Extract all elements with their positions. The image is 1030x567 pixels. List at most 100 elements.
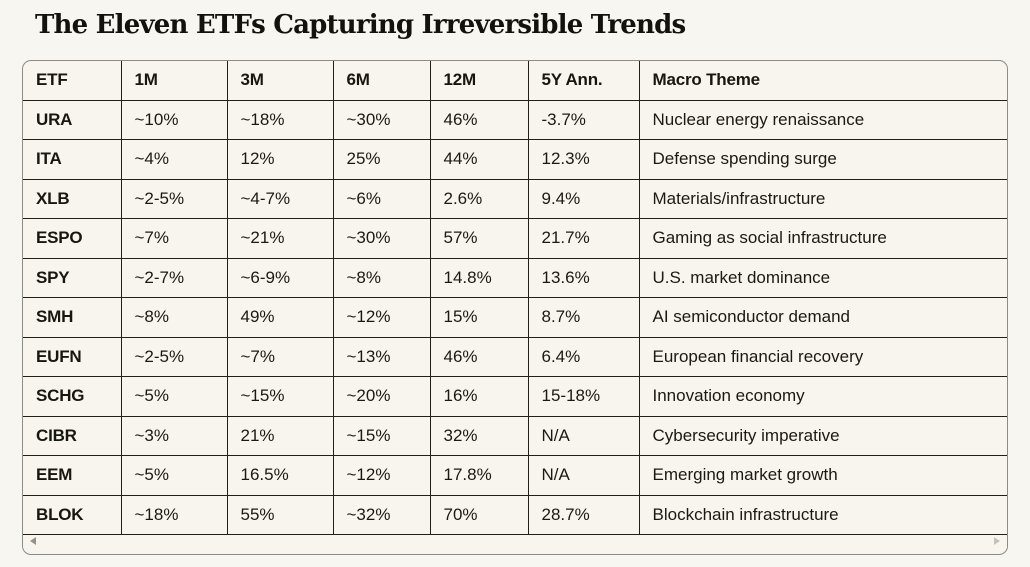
macro-theme-cell: Defense spending surge	[639, 139, 1007, 180]
ticker-cell: BLOK	[23, 495, 122, 535]
return-12m-cell: 57%	[430, 218, 529, 259]
macro-theme-cell: Innovation economy	[639, 376, 1007, 417]
return-1m-cell: ~5%	[121, 455, 228, 496]
return-5y-cell: 9.4%	[528, 179, 640, 219]
return-1m-cell: ~10%	[121, 100, 228, 140]
table-row: SCHG ~5% ~15% ~20% 16% 15-18% Innovation…	[23, 376, 1007, 417]
table-row: SPY ~2-7% ~6-9% ~8% 14.8% 13.6% U.S. mar…	[23, 258, 1007, 298]
macro-theme-cell: Gaming as social infrastructure	[639, 218, 1007, 259]
column-header-etf: ETF	[23, 61, 122, 101]
ticker-cell: SCHG	[23, 376, 122, 417]
return-6m-cell: ~8%	[333, 258, 431, 298]
return-3m-cell: 12%	[227, 139, 334, 180]
horizontal-scrollbar[interactable]	[23, 535, 1007, 548]
table-row: EEM ~5% 16.5% ~12% 17.8% N/A Emerging ma…	[23, 455, 1007, 496]
return-12m-cell: 32%	[430, 416, 529, 456]
return-5y-cell: 13.6%	[528, 258, 640, 298]
table-row: CIBR ~3% 21% ~15% 32% N/A Cybersecurity …	[23, 416, 1007, 456]
return-12m-cell: 44%	[430, 139, 529, 180]
return-6m-cell: ~30%	[333, 100, 431, 140]
table-header: ETF 1M 3M 6M 12M 5Y Ann. Macro Theme	[23, 61, 1007, 101]
return-12m-cell: 16%	[430, 376, 529, 417]
return-1m-cell: ~2-5%	[121, 179, 228, 219]
return-6m-cell: ~12%	[333, 297, 431, 338]
return-6m-cell: ~20%	[333, 376, 431, 417]
ticker-cell: SPY	[23, 258, 122, 298]
return-3m-cell: 55%	[227, 495, 334, 535]
ticker-cell: ITA	[23, 139, 122, 180]
table-body: URA ~10% ~18% ~30% 46% -3.7% Nuclear ene…	[23, 100, 1007, 535]
return-3m-cell: 16.5%	[227, 455, 334, 496]
column-header-theme: Macro Theme	[639, 61, 1007, 101]
return-12m-cell: 70%	[430, 495, 529, 535]
return-12m-cell: 15%	[430, 297, 529, 338]
macro-theme-cell: Cybersecurity imperative	[639, 416, 1007, 456]
return-5y-cell: 6.4%	[528, 337, 640, 377]
macro-theme-cell: European financial recovery	[639, 337, 1007, 377]
macro-theme-cell: Nuclear energy renaissance	[639, 100, 1007, 140]
return-3m-cell: 49%	[227, 297, 334, 338]
table-row: ESPO ~7% ~21% ~30% 57% 21.7% Gaming as s…	[23, 218, 1007, 259]
ticker-cell: SMH	[23, 297, 122, 338]
macro-theme-cell: Blockchain infrastructure	[639, 495, 1007, 535]
return-1m-cell: ~4%	[121, 139, 228, 180]
ticker-cell: XLB	[23, 179, 122, 219]
ticker-cell: CIBR	[23, 416, 122, 456]
column-header-1m: 1M	[121, 61, 228, 101]
table-row: XLB ~2-5% ~4-7% ~6% 2.6% 9.4% Materials/…	[23, 179, 1007, 219]
ticker-cell: ESPO	[23, 218, 122, 259]
etf-table: ETF 1M 3M 6M 12M 5Y Ann. Macro Theme URA…	[23, 61, 1007, 535]
return-1m-cell: ~3%	[121, 416, 228, 456]
column-header-3m: 3M	[227, 61, 334, 101]
return-6m-cell: ~13%	[333, 337, 431, 377]
return-1m-cell: ~2-7%	[121, 258, 228, 298]
return-5y-cell: 15-18%	[528, 376, 640, 417]
return-3m-cell: ~6-9%	[227, 258, 334, 298]
macro-theme-cell: Emerging market growth	[639, 455, 1007, 496]
return-5y-cell: 21.7%	[528, 218, 640, 259]
return-5y-cell: N/A	[528, 455, 640, 496]
return-6m-cell: ~6%	[333, 179, 431, 219]
return-1m-cell: ~8%	[121, 297, 228, 338]
scroll-left-arrow-icon[interactable]	[30, 537, 36, 545]
return-6m-cell: ~30%	[333, 218, 431, 259]
macro-theme-cell: Materials/infrastructure	[639, 179, 1007, 219]
return-1m-cell: ~5%	[121, 376, 228, 417]
return-3m-cell: ~7%	[227, 337, 334, 377]
column-header-6m: 6M	[333, 61, 431, 101]
macro-theme-cell: U.S. market dominance	[639, 258, 1007, 298]
return-12m-cell: 2.6%	[430, 179, 529, 219]
return-6m-cell: 25%	[333, 139, 431, 180]
table-row: URA ~10% ~18% ~30% 46% -3.7% Nuclear ene…	[23, 100, 1007, 140]
header-row: ETF 1M 3M 6M 12M 5Y Ann. Macro Theme	[23, 61, 1007, 101]
page-title: The Eleven ETFs Capturing Irreversible T…	[35, 10, 686, 40]
ticker-cell: EUFN	[23, 337, 122, 377]
table-row: EUFN ~2-5% ~7% ~13% 46% 6.4% European fi…	[23, 337, 1007, 377]
return-3m-cell: ~15%	[227, 376, 334, 417]
macro-theme-cell: AI semiconductor demand	[639, 297, 1007, 338]
return-1m-cell: ~18%	[121, 495, 228, 535]
return-5y-cell: -3.7%	[528, 100, 640, 140]
return-3m-cell: ~21%	[227, 218, 334, 259]
ticker-cell: EEM	[23, 455, 122, 496]
return-5y-cell: 8.7%	[528, 297, 640, 338]
return-1m-cell: ~2-5%	[121, 337, 228, 377]
column-header-12m: 12M	[430, 61, 529, 101]
scroll-right-arrow-icon[interactable]	[994, 537, 1000, 545]
return-12m-cell: 14.8%	[430, 258, 529, 298]
table-row: ITA ~4% 12% 25% 44% 12.3% Defense spendi…	[23, 139, 1007, 180]
return-3m-cell: 21%	[227, 416, 334, 456]
return-12m-cell: 17.8%	[430, 455, 529, 496]
return-5y-cell: 28.7%	[528, 495, 640, 535]
return-3m-cell: ~4-7%	[227, 179, 334, 219]
return-5y-cell: 12.3%	[528, 139, 640, 180]
return-5y-cell: N/A	[528, 416, 640, 456]
return-6m-cell: ~15%	[333, 416, 431, 456]
return-12m-cell: 46%	[430, 100, 529, 140]
table-row: SMH ~8% 49% ~12% 15% 8.7% AI semiconduct…	[23, 297, 1007, 338]
table-row: BLOK ~18% 55% ~32% 70% 28.7% Blockchain …	[23, 495, 1007, 535]
return-6m-cell: ~12%	[333, 455, 431, 496]
return-1m-cell: ~7%	[121, 218, 228, 259]
column-header-5y: 5Y Ann.	[528, 61, 640, 101]
